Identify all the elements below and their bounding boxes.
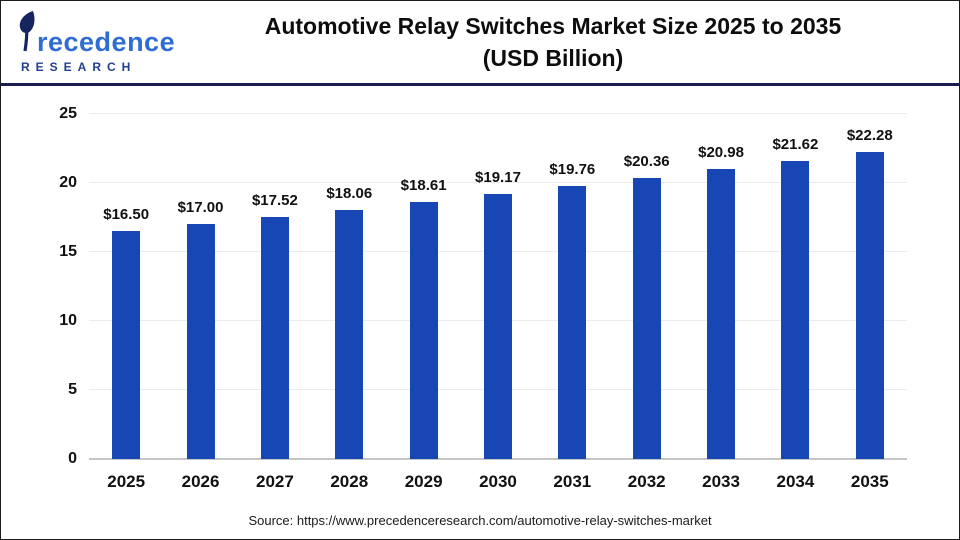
- y-tick-label: 15: [59, 243, 77, 260]
- bar-band: $16.50: [89, 114, 163, 459]
- plot-area: $16.50 $17.00 $17.52 $18.06 $18.61 $19.17 $19.…: [59, 105, 907, 491]
- bars-container: $16.50 $17.00 $17.52 $18.06 $18.61 $19.17 $19.…: [89, 114, 907, 459]
- x-tick-label: 2033: [702, 472, 740, 491]
- logo-brand-text: recedence: [37, 27, 176, 57]
- logo-wordmark: recedence: [17, 10, 177, 57]
- bar-value-label: $17.00: [177, 199, 224, 217]
- bar-value-label: $18.61: [400, 177, 447, 195]
- x-tick-label: 2029: [404, 472, 443, 491]
- bar-band: $17.00: [163, 114, 237, 459]
- bar-band: $21.62: [758, 114, 832, 459]
- chart-title-line2: (USD Billion): [482, 45, 624, 71]
- bar-band: $18.06: [312, 114, 386, 459]
- bar-value-label: $18.06: [326, 184, 373, 202]
- y-tick-label: 25: [59, 105, 77, 122]
- bar: [483, 194, 512, 459]
- bar-value-label: $21.62: [772, 135, 819, 153]
- x-axis-line: [89, 458, 907, 460]
- chart-title: Automotive Relay Switches Market Size 20…: [177, 10, 959, 74]
- x-tick-label: 2028: [330, 472, 369, 491]
- x-tick-label: 2027: [255, 472, 294, 491]
- bar-value-label: $20.98: [698, 144, 744, 162]
- bar-value-label: $22.28: [846, 126, 893, 144]
- bar-band: $20.36: [610, 114, 684, 459]
- chart-title-line1: Automotive Relay Switches Market Size 20…: [264, 13, 842, 39]
- bar-value-label: $20.36: [623, 153, 670, 171]
- bar-value-label: $16.50: [103, 206, 150, 224]
- x-tick-label: 2031: [553, 472, 592, 491]
- logo-subtitle: RESEARCH: [21, 60, 137, 74]
- bar-band: $19.17: [461, 114, 535, 459]
- bar-band: $17.52: [238, 114, 312, 459]
- bar: [707, 169, 736, 459]
- bar: [335, 209, 364, 459]
- y-tick-label: 10: [59, 312, 77, 329]
- x-tick-label: 2035: [850, 472, 889, 491]
- bar-band: $20.98: [684, 114, 758, 459]
- bar-value-label: $19.17: [475, 169, 521, 187]
- y-tick-label: 0: [68, 450, 77, 467]
- bar-value-label: $17.52: [251, 192, 298, 210]
- source-text: Source: https://www.precedenceresearch.c…: [248, 513, 712, 528]
- gridline: [89, 182, 907, 183]
- x-tick-label: 2032: [627, 472, 666, 491]
- bar: [409, 202, 438, 459]
- x-tick-label: 2034: [776, 472, 815, 491]
- precedence-logo: recedence RESEARCH: [17, 10, 177, 74]
- bar: [260, 217, 289, 459]
- bar-band: $18.61: [386, 114, 460, 459]
- bar: [632, 178, 661, 459]
- bar: [855, 151, 884, 459]
- bar-value-label: $19.76: [549, 161, 596, 179]
- bar-band: $19.76: [535, 114, 609, 459]
- bar: [558, 186, 587, 459]
- bar: [112, 231, 141, 459]
- y-tick-label: 20: [59, 174, 77, 191]
- x-tick-label: 2030: [479, 472, 517, 491]
- x-tick-label: 2025: [107, 472, 146, 491]
- y-tick-label: 5: [68, 381, 77, 398]
- header: recedence RESEARCH Automotive Relay Swit…: [1, 1, 959, 86]
- bar-band: $22.28: [833, 114, 907, 459]
- bar: [186, 224, 215, 459]
- leaf-p-icon: [17, 10, 39, 57]
- bar: [781, 160, 810, 459]
- x-tick-label: 2026: [181, 472, 220, 491]
- gridline: [89, 113, 907, 114]
- x-axis-labels: 2025 2026 2027 2028 2029 2030 2031 2032 2033 2034…: [89, 472, 907, 492]
